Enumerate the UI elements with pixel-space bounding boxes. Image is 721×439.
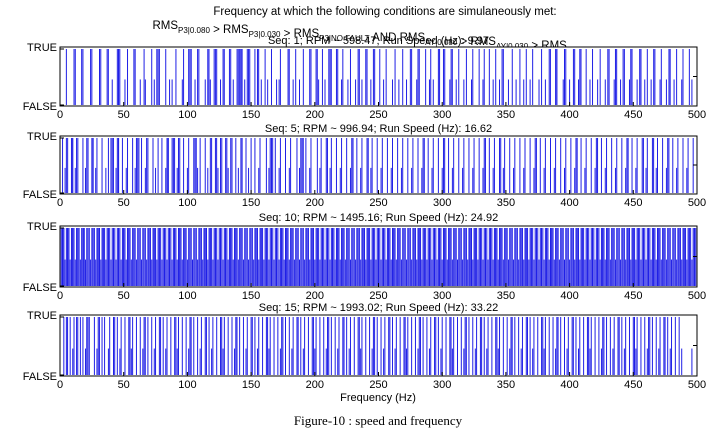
x-tick-label: 350 <box>497 290 515 302</box>
panel-title: Seq: 10; RPM ~ 1495.16; Run Speed (Hz): … <box>259 212 498 224</box>
x-tick-label: 100 <box>178 109 196 121</box>
x-tick-label: 200 <box>306 197 324 209</box>
header-subscript-3: AY|0.080 <box>425 38 458 47</box>
figure-header-line1: Frequency at which the following conditi… <box>213 6 556 18</box>
x-tick-label: 250 <box>369 197 387 209</box>
header-term-4: > RMS <box>457 36 496 48</box>
x-tick-label: 250 <box>369 290 387 302</box>
header-subscript-2: P3|NO FAULT <box>319 34 370 43</box>
x-tick-label: 150 <box>242 290 260 302</box>
y-tick-false: FALSE <box>23 101 57 113</box>
x-tick-label: 100 <box>178 290 196 302</box>
x-tick-label: 250 <box>369 109 387 121</box>
x-tick-label: 450 <box>624 290 642 302</box>
x-tick-label: 150 <box>242 197 260 209</box>
x-tick-label: 100 <box>178 197 196 209</box>
x-tick-label: 450 <box>624 109 642 121</box>
panels-group: Seq: 1; RPM ~ 598.47; Run Speed (Hz): 9.… <box>23 35 706 391</box>
x-tick-label: 200 <box>306 290 324 302</box>
panel-4: Seq: 15; RPM ~ 1993.02; Run Speed (Hz): … <box>23 302 706 391</box>
header-term-3: AND RMS <box>370 32 426 44</box>
panel-3: Seq: 10; RPM ~ 1495.16; Run Speed (Hz): … <box>23 212 706 302</box>
x-tick-label: 350 <box>497 379 515 391</box>
panel-title: Seq: 15; RPM ~ 1993.02; Run Speed (Hz): … <box>259 302 498 314</box>
header-term-2: > RMS <box>280 28 319 40</box>
x-tick-label: 0 <box>57 290 63 302</box>
header-term-0: RMS <box>152 20 178 32</box>
panel-2: Seq: 5; RPM ~ 996.94; Run Speed (Hz): 16… <box>23 123 706 209</box>
panel-1: Seq: 1; RPM ~ 598.47; Run Speed (Hz): 9.… <box>23 35 706 121</box>
x-tick-label: 450 <box>624 379 642 391</box>
x-tick-label: 400 <box>560 290 578 302</box>
x-tick-label: 450 <box>624 197 642 209</box>
x-tick-label: 400 <box>560 109 578 121</box>
x-tick-label: 500 <box>688 197 706 209</box>
x-tick-label: 50 <box>118 197 130 209</box>
x-axis-label: Frequency (Hz) <box>340 392 416 404</box>
x-tick-label: 0 <box>57 109 63 121</box>
x-tick-label: 100 <box>178 379 196 391</box>
y-tick-true: TRUE <box>27 310 57 322</box>
x-tick-label: 500 <box>688 379 706 391</box>
y-tick-false: FALSE <box>23 371 57 383</box>
header-term-1: > RMS <box>210 24 249 36</box>
x-tick-label: 150 <box>242 109 260 121</box>
x-tick-label: 200 <box>306 109 324 121</box>
plot-area <box>59 46 698 107</box>
y-tick-true: TRUE <box>27 221 57 233</box>
x-tick-label: 300 <box>433 379 451 391</box>
x-tick-label: 400 <box>560 379 578 391</box>
x-tick-label: 200 <box>306 379 324 391</box>
figure-caption: Figure-10 : speed and frequency <box>294 413 463 428</box>
x-tick-label: 250 <box>369 379 387 391</box>
header-subscript-0: P3|0.080 <box>178 26 210 35</box>
x-tick-label: 500 <box>688 109 706 121</box>
x-tick-label: 50 <box>118 109 130 121</box>
x-tick-label: 500 <box>688 290 706 302</box>
x-tick-label: 300 <box>433 290 451 302</box>
x-tick-label: 350 <box>497 197 515 209</box>
x-tick-label: 0 <box>57 379 63 391</box>
panel-title: Seq: 5; RPM ~ 996.94; Run Speed (Hz): 16… <box>265 123 492 135</box>
x-tick-label: 400 <box>560 197 578 209</box>
x-tick-label: 300 <box>433 197 451 209</box>
x-tick-label: 50 <box>118 290 130 302</box>
y-tick-false: FALSE <box>23 189 57 201</box>
panel-title: Seq: 1; RPM ~ 598.47; Run Speed (Hz): 9.… <box>268 35 489 47</box>
x-tick-label: 350 <box>497 109 515 121</box>
header-subscript-1: P3|0.030 <box>249 30 281 39</box>
x-tick-label: 50 <box>118 379 130 391</box>
y-tick-false: FALSE <box>23 282 57 294</box>
y-tick-true: TRUE <box>27 42 57 54</box>
y-tick-true: TRUE <box>27 131 57 143</box>
x-tick-label: 150 <box>242 379 260 391</box>
x-tick-label: 300 <box>433 109 451 121</box>
x-tick-label: 0 <box>57 197 63 209</box>
